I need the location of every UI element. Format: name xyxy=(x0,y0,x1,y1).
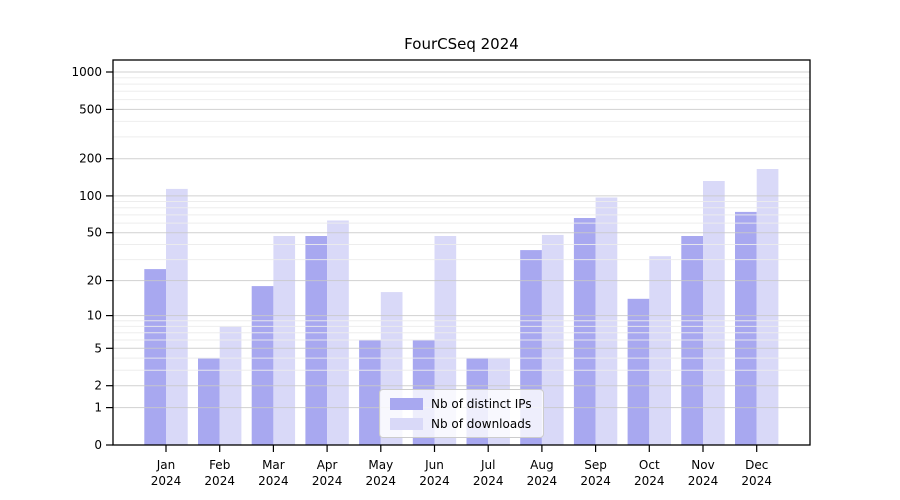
x-tick-label-year: 2024 xyxy=(527,474,558,488)
x-tick-label-month: Jun xyxy=(424,458,444,472)
bar-ips-may xyxy=(359,340,381,445)
x-tick-label-year: 2024 xyxy=(634,474,665,488)
x-tick-label-month: May xyxy=(368,458,393,472)
bar-downloads-dec xyxy=(756,169,779,445)
x-tick-label-month: Feb xyxy=(209,458,230,472)
y-tick-label: 0 xyxy=(94,438,102,452)
y-tick-label: 500 xyxy=(79,102,102,116)
y-tick-label: 1000 xyxy=(71,65,102,79)
legend-swatch-downloads xyxy=(390,417,423,430)
bar-ips-jan xyxy=(144,269,166,445)
x-tick-label-month: Mar xyxy=(262,458,285,472)
x-tick-label-year: 2024 xyxy=(741,474,772,488)
x-tick-label-year: 2024 xyxy=(312,474,343,488)
x-tick-label-year: 2024 xyxy=(419,474,450,488)
bar-ips-sep xyxy=(573,218,596,445)
y-tick-label: 2 xyxy=(94,379,102,393)
x-tick-label-month: Nov xyxy=(691,458,714,472)
bar-ips-oct xyxy=(627,298,650,445)
y-tick-label: 10 xyxy=(87,309,102,323)
bar-downloads-oct xyxy=(649,256,671,445)
y-tick-label: 50 xyxy=(87,226,102,240)
x-tick-label-month: Jan xyxy=(156,458,176,472)
plot-box-spines xyxy=(112,59,811,446)
x-tick-label-year: 2024 xyxy=(366,474,397,488)
x-tick-label-year: 2024 xyxy=(473,474,504,488)
legend-label-downloads: Nb of downloads xyxy=(431,416,532,431)
y-tick-label: 1 xyxy=(94,401,102,415)
bar-ips-dec xyxy=(735,211,757,445)
y-tick-label: 20 xyxy=(87,274,102,288)
x-tick-label-year: 2024 xyxy=(580,474,611,488)
legend-item-downloads: Nb of downloads xyxy=(390,416,534,431)
chart-title: FourCSeq 2024 xyxy=(404,35,519,53)
x-tick-label-month: Sep xyxy=(584,458,607,472)
bar-downloads-jan xyxy=(166,188,188,445)
legend-swatch-distinct-ips xyxy=(390,397,423,410)
chart-legend: Nb of distinct IPs Nb of downloads xyxy=(379,389,544,438)
x-tick-label-year: 2024 xyxy=(151,474,182,488)
x-tick-label-year: 2024 xyxy=(688,474,719,488)
bar-ips-feb xyxy=(198,358,220,445)
x-tick-label-month: Apr xyxy=(317,458,338,472)
y-tick-label: 200 xyxy=(79,152,102,166)
x-tick-label-month: Aug xyxy=(530,458,553,472)
x-tick-label-month: Jul xyxy=(480,458,495,472)
x-tick-label-year: 2024 xyxy=(258,474,289,488)
legend-label-distinct-ips: Nb of distinct IPs xyxy=(431,396,532,411)
x-tick-label-month: Oct xyxy=(639,458,660,472)
y-tick-label: 5 xyxy=(94,341,102,355)
x-tick-label-month: Dec xyxy=(745,458,768,472)
bar-ips-mar xyxy=(251,286,274,445)
x-tick-label-year: 2024 xyxy=(204,474,235,488)
y-tick-label: 100 xyxy=(79,189,102,203)
legend-item-distinct-ips: Nb of distinct IPs xyxy=(390,396,534,411)
bar-downloads-nov xyxy=(703,181,725,445)
